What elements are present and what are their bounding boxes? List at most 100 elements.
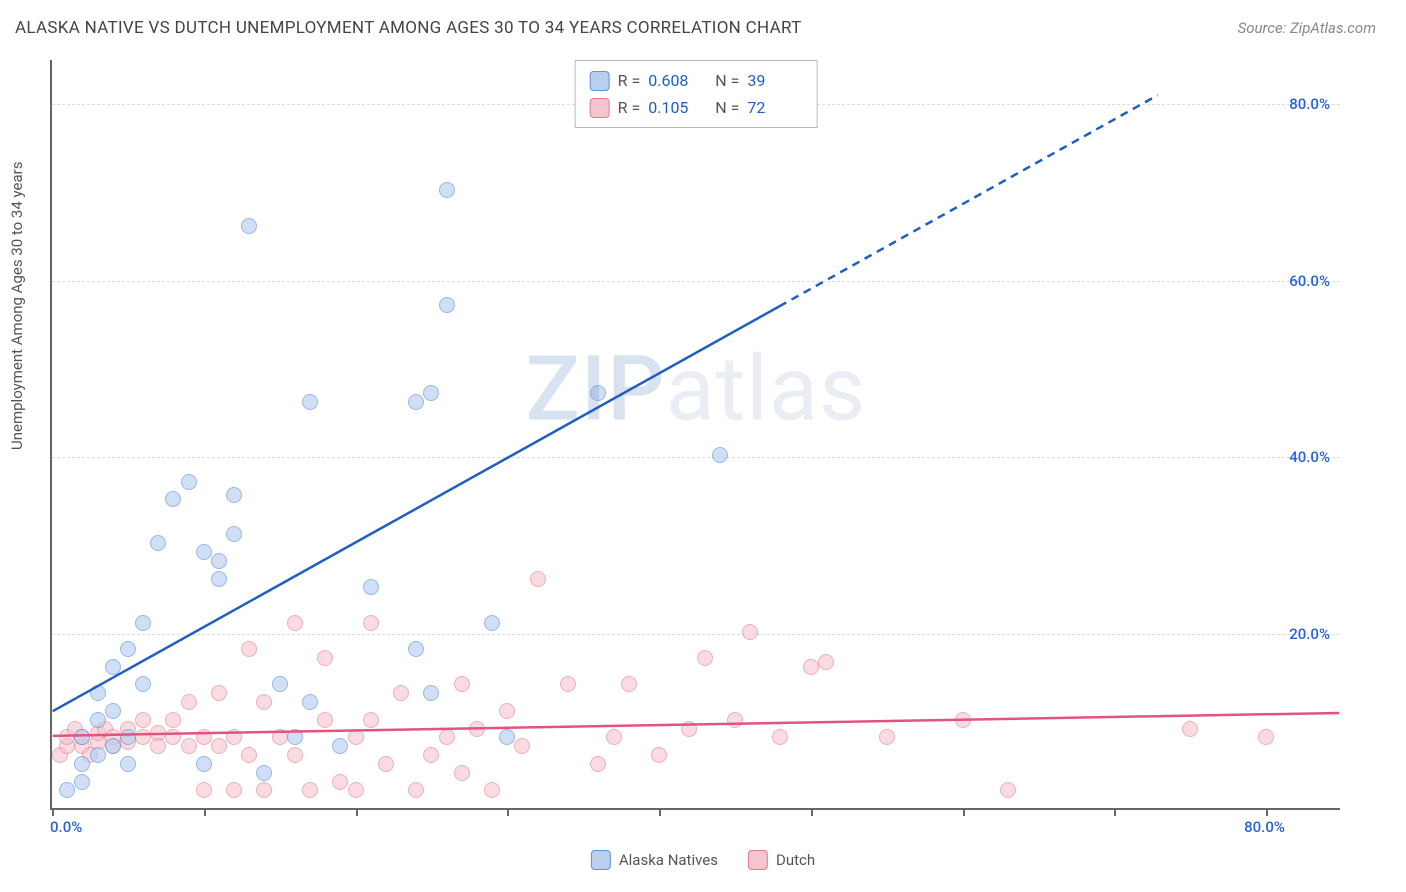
data-point (393, 685, 409, 701)
y-tick-label: 40.0% (1289, 448, 1330, 466)
data-point (196, 782, 212, 798)
y-tick-label: 60.0% (1289, 272, 1330, 290)
data-point (135, 712, 151, 728)
data-point (1182, 721, 1198, 737)
data-point (423, 685, 439, 701)
data-point (332, 738, 348, 754)
gridline (52, 457, 1340, 458)
data-point (105, 738, 121, 754)
data-point (90, 685, 106, 701)
legend-swatch-bottom-2 (748, 850, 768, 870)
data-point (120, 756, 136, 772)
data-point (150, 535, 166, 551)
data-point (712, 447, 728, 463)
data-point (165, 729, 181, 745)
legend-swatch-2 (590, 98, 610, 118)
data-point (530, 571, 546, 587)
data-point (499, 729, 515, 745)
data-point (226, 782, 242, 798)
data-point (120, 729, 136, 745)
data-point (135, 676, 151, 692)
data-point (408, 782, 424, 798)
data-point (211, 571, 227, 587)
data-point (727, 712, 743, 728)
data-point (302, 782, 318, 798)
data-point (287, 747, 303, 763)
legend-correlation: R = 0.608 N = 39 R = 0.105 N = 72 (575, 60, 818, 128)
data-point (226, 487, 242, 503)
data-point (408, 394, 424, 410)
legend-r-value-1: 0.608 (648, 67, 703, 94)
data-point (135, 729, 151, 745)
data-point (879, 729, 895, 745)
data-point (272, 676, 288, 692)
legend-label-1: Alaska Natives (619, 851, 718, 869)
chart-area: Unemployment Among Ages 30 to 34 years Z… (0, 50, 1406, 870)
data-point (363, 712, 379, 728)
gridline (52, 281, 1340, 282)
data-point (256, 765, 272, 781)
data-point (211, 738, 227, 754)
data-point (241, 218, 257, 234)
chart-source: Source: ZipAtlas.com (1238, 19, 1376, 37)
data-point (454, 676, 470, 692)
data-point (74, 774, 90, 790)
data-point (484, 615, 500, 631)
data-point (651, 747, 667, 763)
y-tick-label: 20.0% (1289, 625, 1330, 643)
x-tick (356, 808, 358, 816)
data-point (287, 729, 303, 745)
data-point (317, 650, 333, 666)
data-point (181, 474, 197, 490)
y-tick-label: 80.0% (1289, 95, 1330, 113)
gridline (52, 634, 1340, 635)
chart-title: ALASKA NATIVE VS DUTCH UNEMPLOYMENT AMON… (15, 18, 802, 38)
data-point (226, 526, 242, 542)
data-point (423, 747, 439, 763)
data-point (211, 553, 227, 569)
data-point (90, 747, 106, 763)
data-point (302, 694, 318, 710)
legend-row-series-2: R = 0.105 N = 72 (590, 94, 803, 121)
data-point (120, 641, 136, 657)
data-point (439, 297, 455, 313)
data-point (439, 182, 455, 198)
data-point (287, 615, 303, 631)
data-point (484, 782, 500, 798)
data-point (514, 738, 530, 754)
data-point (560, 676, 576, 692)
chart-header: ALASKA NATIVE VS DUTCH UNEMPLOYMENT AMON… (0, 0, 1406, 38)
x-tick (52, 808, 54, 816)
legend-n-value-2: 72 (747, 94, 802, 121)
watermark: ZIPatlas (526, 337, 867, 442)
data-point (74, 756, 90, 772)
data-point (955, 712, 971, 728)
data-point (241, 641, 257, 657)
data-point (606, 729, 622, 745)
data-point (621, 676, 637, 692)
x-tick (1266, 808, 1268, 816)
data-point (363, 579, 379, 595)
x-tick-label: 80.0% (1244, 818, 1285, 836)
data-point (181, 738, 197, 754)
data-point (772, 729, 788, 745)
data-point (90, 712, 106, 728)
data-point (196, 756, 212, 772)
legend-row-series-1: R = 0.608 N = 39 (590, 67, 803, 94)
data-point (742, 624, 758, 640)
data-point (196, 729, 212, 745)
legend-r-value-2: 0.105 (648, 94, 703, 121)
data-point (74, 729, 90, 745)
x-tick (659, 808, 661, 816)
data-point (241, 747, 257, 763)
data-point (105, 703, 121, 719)
data-point (590, 385, 606, 401)
scatter-plot: ZIPatlas R = 0.608 N = 39 R = 0.105 N = … (50, 60, 1340, 810)
data-point (590, 756, 606, 772)
data-point (469, 721, 485, 737)
data-point (697, 650, 713, 666)
data-point (363, 615, 379, 631)
x-tick (811, 808, 813, 816)
data-point (226, 729, 242, 745)
data-point (150, 738, 166, 754)
